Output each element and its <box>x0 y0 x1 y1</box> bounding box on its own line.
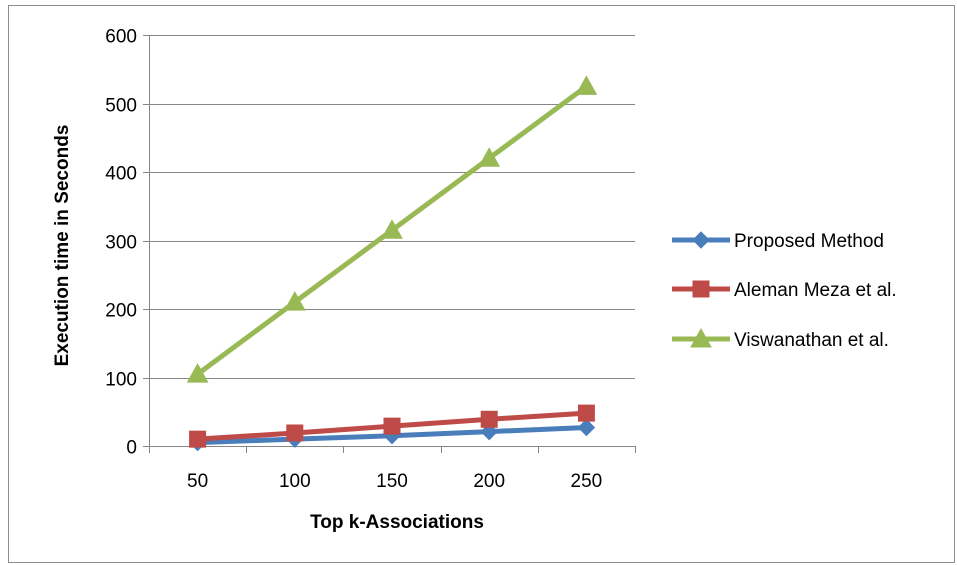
data-point <box>381 219 403 239</box>
data-point <box>577 404 595 422</box>
data-point <box>283 291 306 311</box>
legend-marker <box>692 280 710 298</box>
legend-item: Aleman Meza et al. <box>672 280 897 301</box>
data-point <box>383 417 401 435</box>
series-triangle <box>186 75 598 383</box>
y-tick-labels: 0 100 200 300 400 500 600 <box>105 27 137 459</box>
legend-label: Viswanathan et al. <box>734 330 889 351</box>
data-point <box>286 424 304 442</box>
legend-item: Proposed Method <box>672 231 884 252</box>
data-point <box>480 410 498 428</box>
x-tick-label: 50 <box>187 471 208 492</box>
data-point <box>575 75 598 95</box>
y-tick-label: 100 <box>105 370 137 391</box>
series-lines <box>186 75 598 452</box>
legend-marker <box>692 231 710 249</box>
y-tick-label: 200 <box>105 301 137 322</box>
y-tick-label: 0 <box>126 438 137 459</box>
x-tick-labels: 50 100 150 200 250 <box>187 471 602 492</box>
x-tick-label: 150 <box>376 471 408 492</box>
legend: Proposed Method Aleman Meza et al. Viswana… <box>672 231 897 351</box>
x-axis-title: Top k-Associations <box>310 512 484 533</box>
axes <box>143 35 636 453</box>
y-tick-label: 400 <box>105 164 137 185</box>
y-tick-label: 500 <box>105 96 137 117</box>
data-point <box>189 430 207 448</box>
legend-label: Proposed Method <box>734 231 884 252</box>
y-tick-label: 600 <box>105 27 137 48</box>
x-tick-label: 250 <box>571 471 603 492</box>
data-point <box>577 418 596 437</box>
series-square <box>189 404 595 448</box>
data-point <box>186 363 209 383</box>
data-point <box>478 147 501 167</box>
chart-border <box>8 5 955 563</box>
legend-marker <box>690 327 712 348</box>
y-axis-title: Execution time in Seconds <box>52 125 73 367</box>
x-tick-label: 200 <box>473 471 505 492</box>
legend-label: Aleman Meza et al. <box>734 280 897 301</box>
x-tick-label: 100 <box>279 471 311 492</box>
y-tick-label: 300 <box>105 233 137 254</box>
legend-item: Viswanathan et al. <box>672 327 889 351</box>
